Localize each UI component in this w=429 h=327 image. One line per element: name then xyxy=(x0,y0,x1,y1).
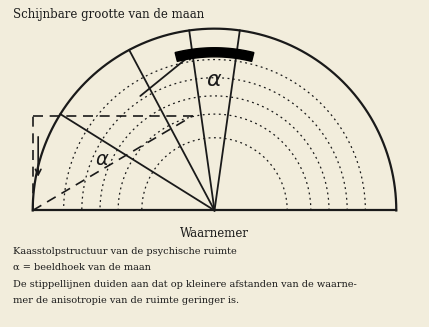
Polygon shape xyxy=(175,48,254,61)
Text: Schijnbare grootte van de maan: Schijnbare grootte van de maan xyxy=(13,8,204,21)
Text: α = beeldhoek van de maan: α = beeldhoek van de maan xyxy=(13,263,151,272)
Text: mer de anisotropie van de ruimte geringer is.: mer de anisotropie van de ruimte geringe… xyxy=(13,296,239,305)
Text: Waarnemer: Waarnemer xyxy=(180,227,249,240)
Text: Kaasstolpstructuur van de psychische ruimte: Kaasstolpstructuur van de psychische rui… xyxy=(13,247,237,256)
Text: De stippellijnen duiden aan dat op kleinere afstanden van de waarne-: De stippellijnen duiden aan dat op klein… xyxy=(13,280,356,289)
Text: $\alpha$: $\alpha$ xyxy=(94,150,109,168)
Text: $\alpha$: $\alpha$ xyxy=(206,69,223,91)
